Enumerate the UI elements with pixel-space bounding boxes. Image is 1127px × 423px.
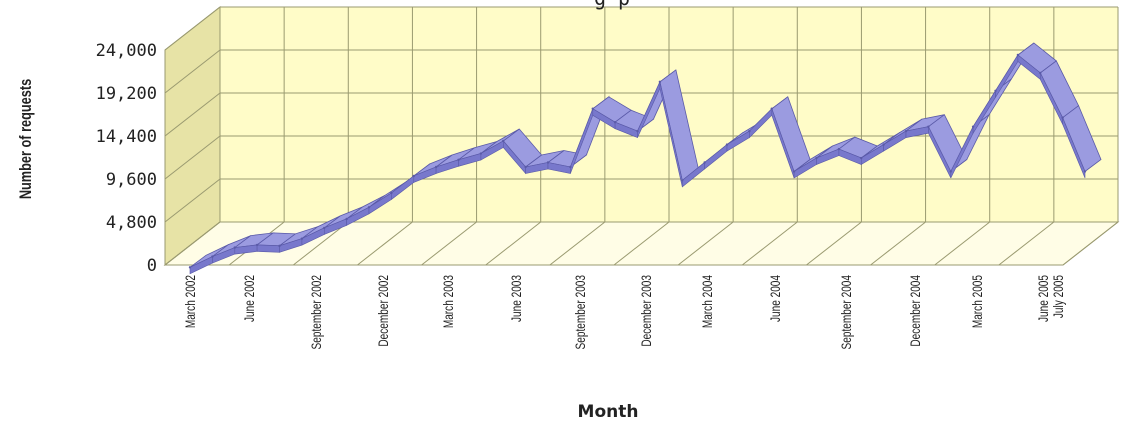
gridline-side [164,135,221,180]
side-wall [164,5,221,267]
data-point [636,129,639,133]
data-point [904,129,908,133]
x-tick-label: March 2003 [440,275,456,328]
data-point [546,161,550,164]
data-point [613,120,617,124]
data-point [792,170,796,173]
data-point [1016,53,1020,57]
gridline-floor [292,221,349,266]
data-point [927,125,930,128]
x-tick-label: December 2002 [375,275,391,347]
data-point [591,107,594,110]
data-point [524,165,527,169]
data-point [882,143,885,146]
x-tick-label: June 2003 [508,275,524,322]
data-point [278,244,281,248]
data-point [815,156,818,160]
data-point [658,80,662,84]
x-axis-ticks: March 2002 June 2002 September 2002 Decembe… [182,275,1066,350]
gridline-floor [549,221,606,266]
data-point [345,217,348,221]
data-point [1061,116,1064,119]
x-tick-label: December 2003 [638,275,654,347]
chart-title-fragment: g p [594,0,630,10]
series-segment-front [1062,117,1086,179]
y-axis-ticks: 0 4,800 9,600 14,400 19,200 24,000 [96,41,157,276]
data-point [860,156,863,160]
data-point [725,143,729,146]
data-point [457,158,460,162]
data-point [211,255,214,258]
y-tick-label: 14,400 [96,127,157,147]
data-point [569,165,572,169]
data-point [837,147,841,151]
gridline-floor [485,221,542,266]
data-point [323,226,326,230]
gridline-floor [421,221,477,266]
x-tick-label: March 2002 [182,275,198,328]
x-tick-label: June 2002 [241,275,257,322]
x-tick-label: March 2004 [699,275,715,328]
gridline-floor [677,221,734,266]
x-tick-label: June 2005 [1035,275,1051,322]
data-point [255,243,259,247]
gridline-floor [1062,221,1119,266]
data-point [412,174,415,178]
x-tick-label: July 2005 [1050,275,1066,318]
data-point [949,170,952,173]
y-tick-label: 19,200 [96,84,157,104]
data-point [994,89,997,93]
data-point [703,161,706,164]
data-point [971,125,975,128]
gridline-side [164,49,221,94]
data-point [770,107,773,110]
gridline-floor [741,221,798,266]
x-tick-label: September 2004 [838,275,854,350]
data-point [479,152,483,155]
gridline-floor [164,221,221,266]
x-tick-label: June 2004 [767,275,783,322]
series-ribbon [188,42,1102,275]
x-tick-label: September 2002 [308,275,324,350]
series-segment-front [256,244,280,253]
x-axis-label: Month [578,402,639,422]
gridline-floor [934,221,991,266]
y-tick-label: 4,800 [106,213,157,233]
gridline-floor [998,221,1055,266]
y-tick-label: 0 [147,256,157,276]
data-point [188,266,192,269]
data-point [502,139,505,143]
data-point [1083,170,1087,173]
gridline-side [164,92,221,137]
gridline-side [164,6,221,51]
data-point [390,191,393,195]
gridline-floor [613,221,670,266]
gridlines [164,6,1119,266]
gridline-floor [870,221,926,266]
x-tick-label: September 2003 [572,275,588,350]
gridline-floor [806,221,862,266]
y-axis-label: Number of requests [16,79,35,199]
data-point [233,246,236,249]
gridline-floor [357,221,413,266]
data-point [367,206,371,209]
x-tick-label: March 2005 [969,275,985,328]
y-tick-label: 24,000 [96,41,157,61]
data-point [300,237,304,240]
y-tick-label: 9,600 [106,170,157,190]
data-point [434,165,438,169]
x-tick-label: December 2004 [907,275,923,347]
gridline-side [164,178,221,223]
data-point [1039,71,1042,75]
data-point [681,179,684,182]
data-point [748,129,751,133]
